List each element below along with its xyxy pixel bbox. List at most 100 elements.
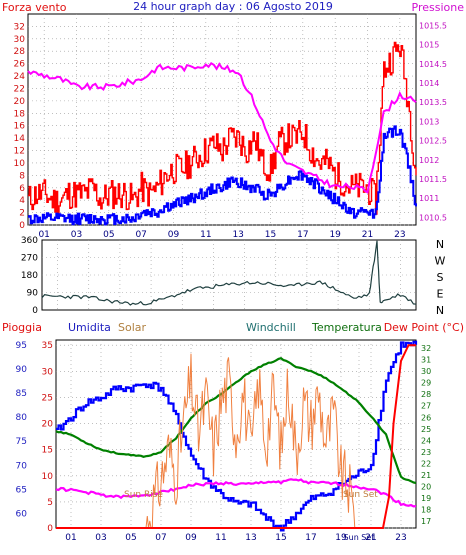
top-series xyxy=(27,41,417,226)
wind-speed-tick: 6 xyxy=(19,184,25,194)
temperature-tick: 24 xyxy=(421,436,431,445)
wind-speed-tick: 26 xyxy=(14,60,26,70)
temperature-tick: 20 xyxy=(421,482,431,491)
top-hour-tick: 21 xyxy=(362,230,373,240)
climate-hour-tick: 09 xyxy=(185,533,197,543)
sunset-annotation: Sun Set xyxy=(343,490,378,500)
direction-series xyxy=(41,240,417,306)
top-grid xyxy=(28,14,416,226)
humidity-tick: 70 xyxy=(16,461,28,471)
pressure-tick: 1011 xyxy=(419,194,439,203)
pressure-tick: 1013 xyxy=(419,117,439,126)
top-hour-tick: 11 xyxy=(200,230,211,240)
temperature-tick: 28 xyxy=(421,390,431,399)
climate-tick-labels: 0510152025303560657075808590951718192021… xyxy=(16,341,432,543)
top-hour-tick: 03 xyxy=(71,230,82,240)
humidity-tick: 95 xyxy=(16,341,27,351)
rain-line xyxy=(56,344,416,529)
pressure-tick: 1010.5 xyxy=(419,213,447,222)
rain-tick: 15 xyxy=(42,446,53,456)
wind-speed-tick: 4 xyxy=(19,196,25,206)
rain-tick: 20 xyxy=(42,420,54,430)
wind-direction-line xyxy=(41,240,417,306)
climate-hour-tick: 13 xyxy=(245,533,256,543)
wind-speed-tick: 18 xyxy=(14,109,26,119)
climate-hour-tick: 11 xyxy=(215,533,226,543)
temperature-tick: 25 xyxy=(421,425,431,434)
top-hour-tick: 01 xyxy=(38,230,49,240)
top-hour-tick: 07 xyxy=(135,230,146,240)
temperature-tick: 17 xyxy=(421,517,431,526)
wind-speed-tick: 8 xyxy=(19,171,25,181)
direction-degree-tick: 90 xyxy=(27,289,39,299)
temperature-tick: 30 xyxy=(421,367,431,376)
climate-hour-tick: 03 xyxy=(95,533,106,543)
rain-tick: 35 xyxy=(42,341,53,351)
pressure-tick: 1012.5 xyxy=(419,137,447,146)
temperature-tick: 22 xyxy=(421,459,431,468)
wind-speed-tick: 30 xyxy=(14,35,26,45)
rain-tick: 0 xyxy=(47,524,53,534)
top-hour-tick: 15 xyxy=(265,230,276,240)
dewpoint-line xyxy=(55,478,417,508)
climate-hour-tick: 23 xyxy=(395,533,406,543)
rain-tick: 10 xyxy=(42,472,54,482)
pressure-tick: 1011.5 xyxy=(419,175,447,184)
climate-series xyxy=(55,340,418,532)
pressure-tick: 1014 xyxy=(419,79,439,88)
climate-hour-tick: 19 xyxy=(335,533,347,543)
humidity-tick: 90 xyxy=(16,365,28,375)
legend-dewpoint: Dew Point (°C) xyxy=(384,321,464,334)
wind-speed-tick: 10 xyxy=(14,159,26,169)
temperature-tick: 19 xyxy=(421,494,431,503)
compass-tick: W xyxy=(435,255,446,268)
wind-speed-tick: 2 xyxy=(19,209,25,219)
climate-hour-tick: 15 xyxy=(275,533,286,543)
direction-degree-tick: 360 xyxy=(21,236,38,246)
legend-solar: Solar xyxy=(118,321,147,334)
wind-speed-tick: 28 xyxy=(14,47,26,57)
top-hour-tick: 09 xyxy=(168,230,180,240)
legend-rain: Pioggia xyxy=(2,321,42,334)
humidity-tick: 65 xyxy=(16,485,27,495)
climate-hour-tick: 21 xyxy=(365,533,376,543)
pressure-tick: 1013.5 xyxy=(419,98,447,107)
top-tick-labels: 024681012141618202224262830321010.510111… xyxy=(14,22,447,240)
top-hour-tick: 13 xyxy=(232,230,243,240)
wind-speed-tick: 20 xyxy=(14,97,26,107)
climate-hour-tick: 01 xyxy=(65,533,76,543)
wind-speed-tick: 32 xyxy=(14,22,25,32)
compass-tick: N xyxy=(436,304,444,317)
wind-speed-tick: 22 xyxy=(14,84,25,94)
compass-tick: N xyxy=(436,238,444,251)
pressure-axis-title: Pressione xyxy=(412,1,465,14)
temperature-tick: 26 xyxy=(421,413,431,422)
compass-tick: E xyxy=(437,288,444,301)
pressure-tick: 1015.5 xyxy=(419,22,447,31)
wind-line xyxy=(28,125,417,226)
climate-hour-tick: 05 xyxy=(125,533,136,543)
pressure-line xyxy=(27,61,417,194)
top-hour-tick: 05 xyxy=(103,230,114,240)
wind-speed-tick: 14 xyxy=(14,134,26,144)
solar-line xyxy=(145,353,356,529)
rain-tick: 5 xyxy=(47,498,53,508)
climate-hour-tick: 07 xyxy=(155,533,166,543)
top-hour-tick: 23 xyxy=(394,230,405,240)
temperature-tick: 18 xyxy=(421,506,431,515)
pressure-tick: 1012 xyxy=(419,156,439,165)
legend-temperature: Temperatura xyxy=(311,321,382,334)
pressure-tick: 1014.5 xyxy=(419,60,447,69)
wind-speed-tick: 24 xyxy=(14,72,26,82)
rain-tick: 25 xyxy=(42,393,53,403)
legend-humidity: Umidita xyxy=(68,321,111,334)
humidity-tick: 75 xyxy=(16,437,27,447)
wind-speed-tick: 0 xyxy=(19,221,25,231)
humidity-tick: 85 xyxy=(16,389,27,399)
climate-hour-tick: 17 xyxy=(305,533,316,543)
temperature-tick: 29 xyxy=(421,379,431,388)
direction-degree-tick: 0 xyxy=(32,306,38,316)
